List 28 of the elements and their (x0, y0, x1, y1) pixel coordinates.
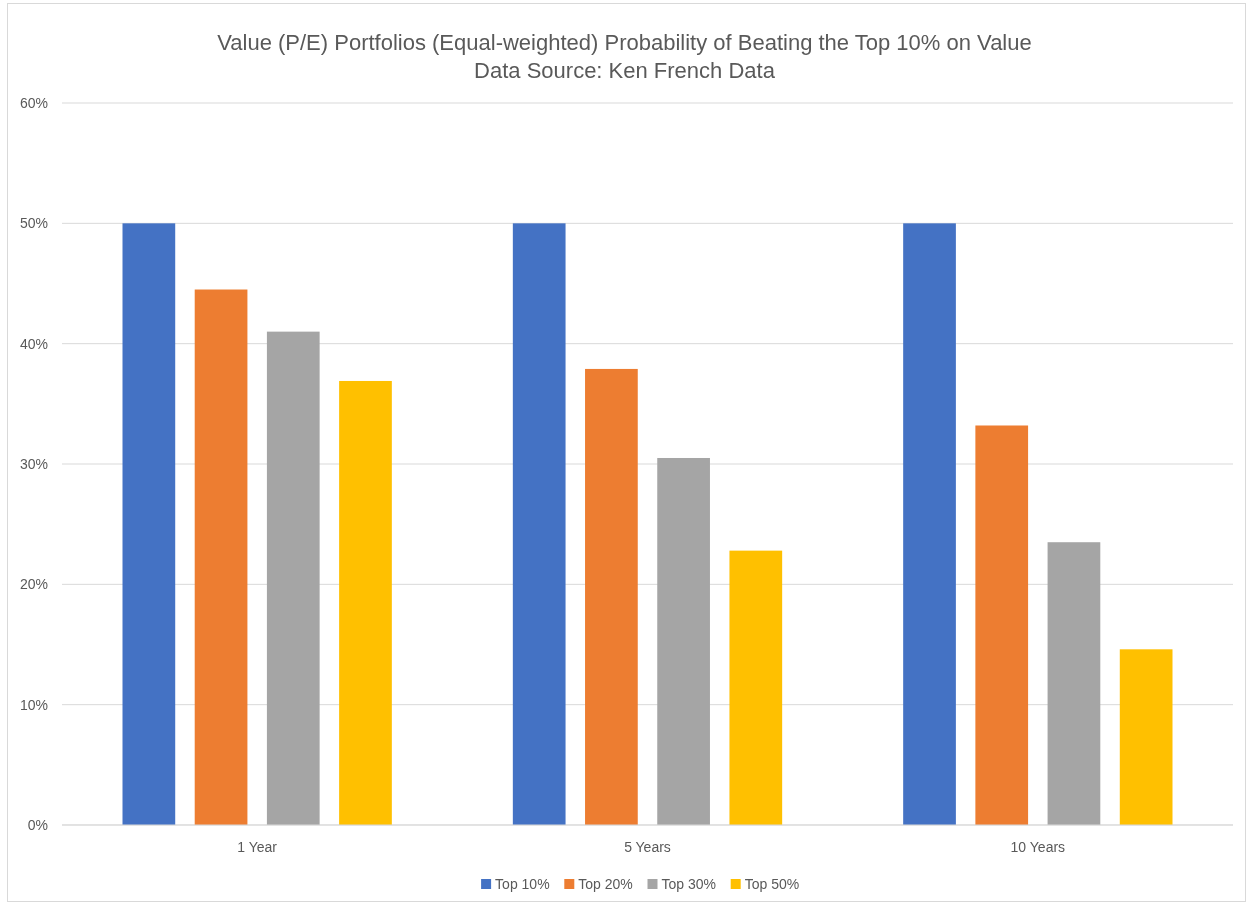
bar (729, 550, 783, 825)
x-tick-label: 1 Year (237, 839, 278, 855)
y-tick-label: 30% (19, 455, 48, 472)
chart-subtitle: Data Source: Ken French Data (474, 58, 776, 83)
y-tick-label: 0% (27, 816, 48, 833)
bar (975, 425, 1029, 825)
bar (339, 380, 392, 825)
legend-label: Top 10% (495, 875, 550, 892)
legend-label: Top 50% (744, 875, 800, 892)
y-tick-label: 40% (19, 335, 48, 352)
bar (512, 223, 566, 825)
bar (1047, 542, 1101, 825)
chart-title: Value (P/E) Portfolios (Equal-weighted) Probability of Beating the Top 10% on Value (217, 30, 1032, 55)
y-tick-label: 50% (19, 215, 48, 232)
x-tick-label: 5 Years (624, 839, 671, 855)
bar (194, 289, 248, 825)
bar (266, 331, 320, 825)
y-tick-label: 20% (19, 576, 48, 593)
y-tick-label: 10% (19, 696, 48, 713)
bar (585, 368, 638, 825)
bar (903, 223, 956, 825)
bar (657, 457, 710, 825)
x-tick-label: 10 Years (1010, 839, 1066, 855)
y-tick-label: 60% (19, 94, 48, 111)
legend-label: Top 20% (578, 875, 633, 892)
bar (1119, 649, 1173, 825)
legend-label: Top 30% (661, 875, 716, 892)
bar (122, 223, 176, 825)
